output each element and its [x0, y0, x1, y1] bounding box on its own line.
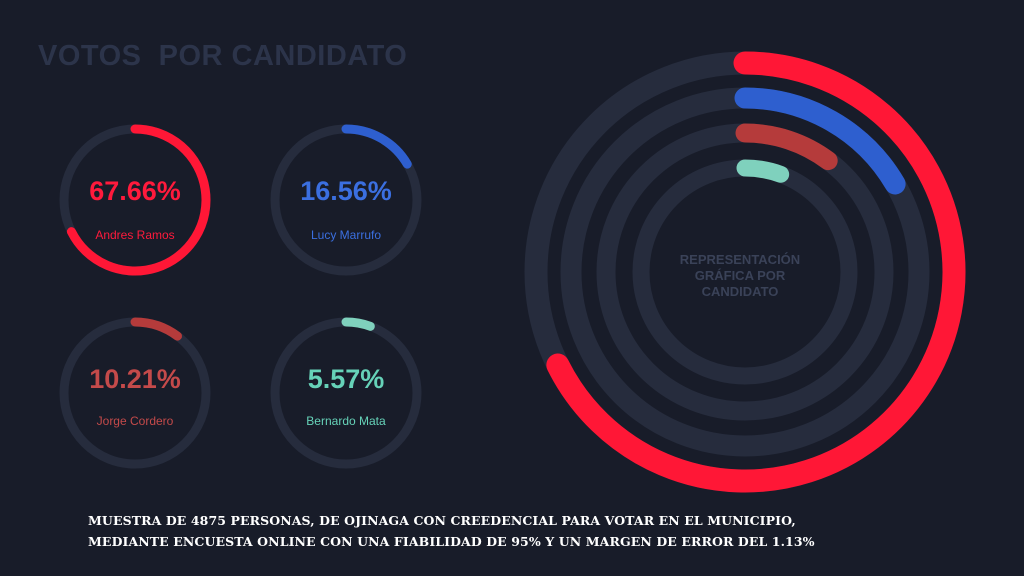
- candidate-name-bernardo-mata: Bernardo Mata: [306, 414, 386, 428]
- radial-bar-lucy-marrufo: [734, 87, 906, 195]
- radial-center-label: REPRESENTACIÓN GRÁFICA POR CANDIDATO: [679, 252, 801, 299]
- donut-arc-bernardo-mata: [341, 317, 375, 331]
- radial-bar-andres-ramos: [546, 51, 966, 493]
- chart-title: VOTOS POR CANDIDATO: [38, 40, 408, 72]
- radial-bar-jorge-cordero: [735, 123, 838, 171]
- percentage-label-bernardo-mata: 5.57%: [307, 364, 385, 394]
- footnote-line-1: MUESTRA DE 4875 PERSONAS, DE OJINAGA CON…: [88, 513, 796, 528]
- candidate-name-andres-ramos: Andres Ramos: [95, 228, 175, 242]
- percentage-label-lucy-marrufo: 16.56%: [300, 176, 392, 206]
- percentage-label-andres-ramos: 67.66%: [89, 176, 181, 206]
- donut-arc-lucy-marrufo: [341, 124, 412, 169]
- survey-footnote: MUESTRA DE 4875 PERSONAS, DE OJINAGA CON…: [88, 510, 988, 552]
- radial-bar-chart: [524, 51, 966, 493]
- donut-arc-jorge-cordero: [130, 317, 182, 341]
- radial-bar-bernardo-mata: [736, 159, 790, 183]
- percentage-label-jorge-cordero: 10.21%: [89, 364, 181, 394]
- donut-arc-andres-ramos: [66, 124, 211, 276]
- candidate-name-jorge-cordero: Jorge Cordero: [96, 414, 174, 428]
- candidate-donuts: [59, 124, 422, 469]
- footnote-line-2: MEDIANTE ENCUESTA ONLINE CON UNA FIABILI…: [88, 534, 815, 549]
- candidate-name-lucy-marrufo: Lucy Marrufo: [310, 228, 382, 242]
